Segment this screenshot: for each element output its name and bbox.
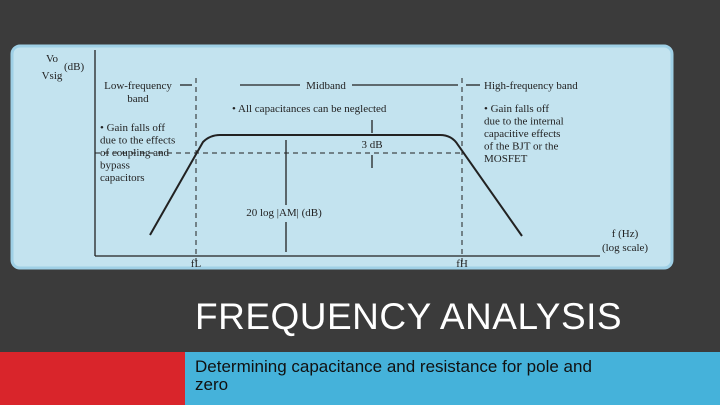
high-note: • Gain falls off — [484, 103, 549, 115]
slide-subtitle: Determining capacitance and resistance f… — [195, 358, 592, 394]
low-note: of coupling and — [100, 147, 170, 159]
low-note: due to the effects — [100, 135, 175, 147]
x-axis-label: f (Hz) — [612, 228, 639, 240]
low-note: • Gain falls off — [100, 122, 165, 134]
f-low-label: fL — [191, 258, 202, 270]
y-axis-numerator: Vo — [46, 53, 59, 65]
high-note: of the BJT or the — [484, 141, 558, 153]
x-axis-label: (log scale) — [602, 242, 648, 254]
high-note: MOSFET — [484, 153, 528, 165]
y-axis-denominator: Vsig — [42, 70, 63, 82]
bottom-band — [185, 352, 720, 405]
midband-label: Midband — [306, 80, 346, 92]
gain-label: 20 log |AM| (dB) — [246, 207, 322, 219]
y-axis-unit: (dB) — [64, 61, 85, 73]
drop-label: 3 dB — [361, 139, 382, 151]
low-band-label: band — [127, 93, 149, 105]
slide-title: FREQUENCY ANALYSIS — [195, 296, 623, 337]
subtitle-line: Determining capacitance and resistance f… — [195, 357, 592, 376]
high-note: capacitive effects — [484, 128, 560, 140]
low-band-label: Low-frequency — [104, 80, 172, 92]
top-band — [0, 352, 185, 405]
axes — [94, 50, 600, 262]
mid-note: • All capacitances can be neglected — [232, 103, 387, 115]
f-high-label: fH — [456, 258, 468, 270]
low-note: bypass — [100, 160, 130, 172]
high-note: due to the internal — [484, 116, 564, 128]
subtitle-line: zero — [195, 375, 229, 394]
figure-panel — [10, 44, 674, 270]
high-band-label: High-frequency band — [484, 80, 578, 92]
low-note: capacitors — [100, 172, 145, 184]
